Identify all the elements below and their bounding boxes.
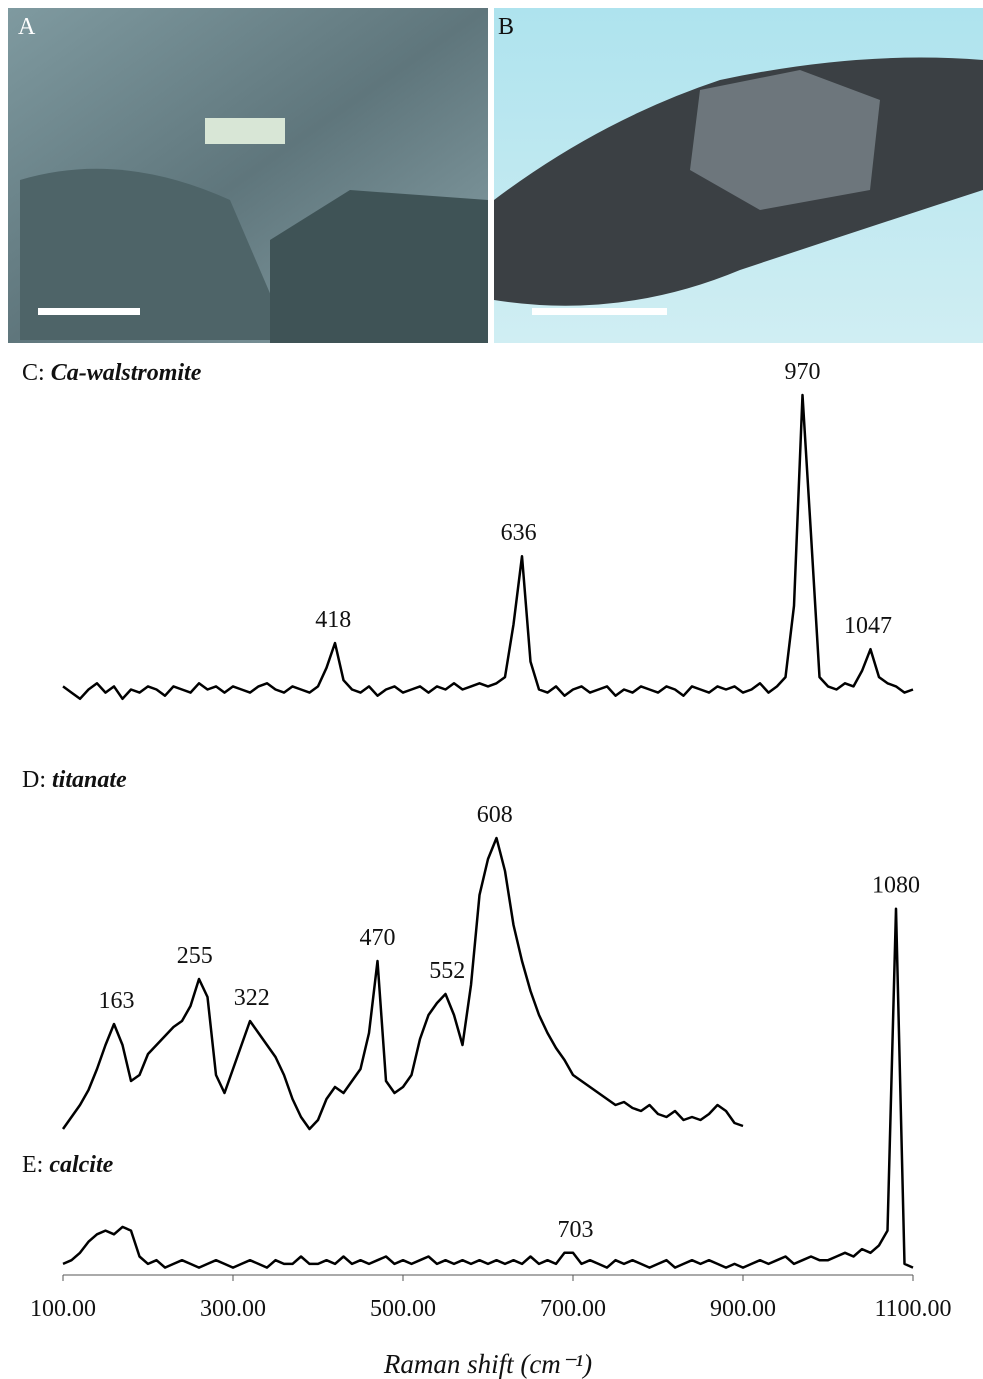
photo-a-shape [270,190,488,343]
x-tick-label: 1100.00 [874,1296,951,1322]
chart-label: E: calcite [22,1152,114,1178]
peak-label: 970 [785,359,821,385]
x-axis-title: Raman shift (cm⁻¹) [383,1349,592,1379]
panel-label: B [498,14,514,40]
peak-label: 322 [234,985,270,1011]
chart-title: titanate [52,767,127,793]
peak-label: 552 [429,958,465,984]
spectrum-line [61,836,744,1131]
peak-label: 255 [177,943,213,969]
peak-label: 636 [501,520,537,546]
chart-label: C: Ca-walstromite [22,360,202,386]
peak-label: 470 [360,925,396,951]
photo-a-crystal [205,118,285,144]
chart-label: D: [22,767,46,793]
x-tick-label: 300.00 [200,1296,266,1322]
peak-label: 703 [558,1217,594,1243]
chart-title: calcite [49,1152,113,1178]
peak-label: 163 [99,988,135,1014]
x-tick-label: 700.00 [540,1296,606,1322]
photo-a-shape [20,168,290,340]
peak-label: 418 [315,607,351,633]
spectrum-line [62,907,914,1269]
x-tick-label: 100.00 [30,1296,96,1322]
spectrum-line [62,393,914,701]
scale-bar [38,308,140,315]
peak-label: 608 [477,802,513,828]
x-tick-label: 500.00 [370,1296,436,1322]
chart-title: Ca-walstromite [51,360,202,386]
photo-b-crystal [690,70,880,210]
chart-label: E: [22,1152,43,1178]
spectra: C: Ca-walstromite 418 636 970 1047 D: titanat… [22,359,952,1379]
scale-bar [532,308,667,315]
chart-label: D: titanate [22,767,127,793]
peak-label: 1047 [844,613,892,639]
panel-label: A [18,14,36,40]
peak-label: 1080 [872,873,920,899]
chart-label: C: [22,360,45,386]
x-tick-label: 900.00 [710,1296,776,1322]
